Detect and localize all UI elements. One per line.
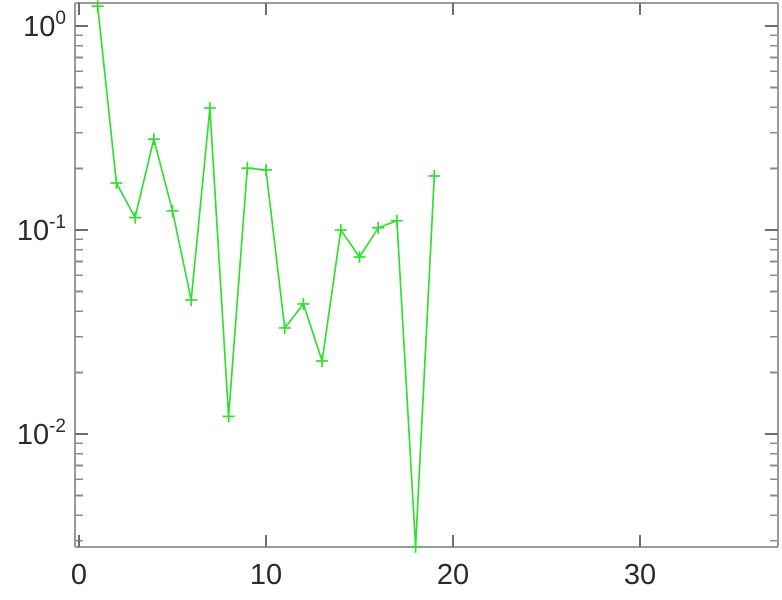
data-point-marker: [316, 354, 329, 367]
data-point-marker: [91, 0, 104, 13]
data-point-marker: [166, 204, 179, 217]
axis-box: [73, 1, 780, 549]
data-point-marker: [334, 224, 347, 236]
data-point-marker: [110, 176, 123, 189]
x-tick-label: 20: [437, 559, 469, 591]
data-point-marker: [353, 251, 366, 264]
x-tick-label: 30: [624, 559, 656, 591]
x-axis-ticks: [78, 3, 641, 547]
data-point-marker: [297, 297, 310, 310]
x-tick-labels: 0 10 20 30: [71, 559, 656, 591]
y-tick-label: 10-1: [17, 212, 66, 247]
data-point-marker: [185, 293, 198, 306]
data-point-marker: [129, 211, 142, 224]
y-tick-labels: 100 10-1 10-2: [17, 8, 66, 451]
y-axis-ticks: [75, 25, 778, 542]
data-point-marker: [372, 221, 385, 234]
data-point-marker: [241, 162, 254, 175]
y-tick-label: 10-2: [17, 416, 66, 451]
data-point-marker: [409, 540, 422, 553]
plot-background: [75, 3, 778, 547]
data-point-marker: [147, 133, 160, 146]
x-tick-label: 10: [250, 559, 282, 591]
x-tick-label: 0: [71, 559, 87, 591]
data-point-marker: [203, 102, 216, 115]
data-point-marker: [222, 410, 235, 423]
data-point-marker: [428, 169, 441, 182]
data-point-marker: [390, 214, 403, 227]
data-point-marker: [278, 321, 291, 334]
data-point-marker: [260, 163, 272, 176]
data-series-group: [91, 0, 441, 553]
y-tick-label: 100: [23, 8, 66, 43]
